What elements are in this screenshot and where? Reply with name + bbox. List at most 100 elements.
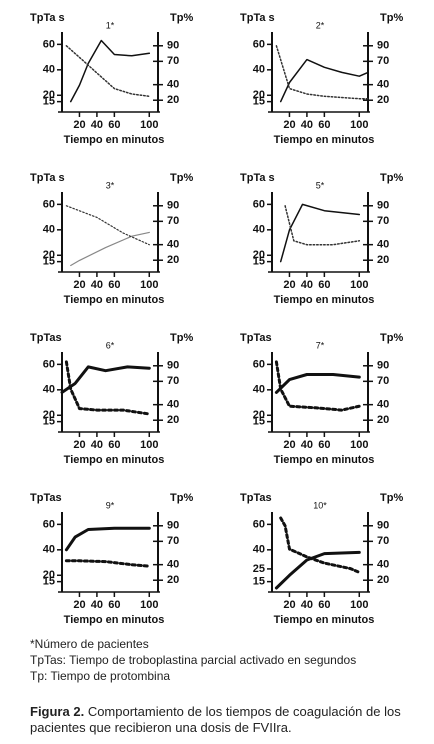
x-tick-label: 60 xyxy=(318,119,330,131)
chart-title: 10* xyxy=(313,500,327,510)
x-axis-label: Tiempo en minutos xyxy=(64,614,165,626)
y-tick-label: 40 xyxy=(43,384,55,396)
x-tick-label: 40 xyxy=(301,439,313,451)
chart-title: 2* xyxy=(316,20,325,30)
x-tick-label: 40 xyxy=(91,119,103,131)
y-tick-label: 60 xyxy=(253,518,265,530)
y-tick-label: 20 xyxy=(43,249,55,261)
y-tick-label: 60 xyxy=(253,38,265,50)
footer: *Número de pacientes TpTas: Tiempo de tr… xyxy=(30,636,420,736)
y-tick-label: 40 xyxy=(253,384,265,396)
note: Tp: Tiempo de protombina xyxy=(30,669,171,683)
y2-tick-label: 40 xyxy=(377,559,389,571)
chart-title: 1* xyxy=(106,20,115,30)
y2-tick-label: 20 xyxy=(167,94,179,106)
x-tick-label: 100 xyxy=(350,279,368,291)
y-tick-label: 20 xyxy=(253,249,265,261)
y-tick-label: 60 xyxy=(43,198,55,210)
y-axis-label: TpTa s xyxy=(240,12,275,24)
y-tick-label: 25 xyxy=(253,563,265,575)
y-tick-label: 60 xyxy=(43,518,55,530)
series-line xyxy=(70,231,150,267)
y2-tick-label: 70 xyxy=(377,55,389,67)
x-tick-label: 100 xyxy=(140,599,158,611)
caption-text: Comportamiento de los tiempos de coagula… xyxy=(30,704,401,735)
x-tick-label: 100 xyxy=(140,119,158,131)
chart-title: 5* xyxy=(316,180,325,190)
y2-axis-label: Tp% xyxy=(170,172,193,184)
y-tick-label: 60 xyxy=(253,198,265,210)
series-line xyxy=(275,45,369,100)
y2-tick-label: 90 xyxy=(167,200,179,212)
series-line xyxy=(279,203,361,263)
y2-axis-label: Tp% xyxy=(170,332,193,344)
series-line xyxy=(64,559,151,568)
y-tick-label: 40 xyxy=(253,64,265,76)
y-tick-label: 60 xyxy=(43,358,55,370)
series-line xyxy=(274,360,361,412)
y-tick-label: 20 xyxy=(43,409,55,421)
x-tick-label: 20 xyxy=(283,599,295,611)
caption-label: Figura 2. xyxy=(30,704,85,719)
chart-title: 7* xyxy=(316,340,325,350)
y2-tick-label: 40 xyxy=(377,239,389,251)
y-tick-label: 15 xyxy=(43,96,55,108)
y2-axis-label: Tp% xyxy=(380,492,403,504)
y2-axis-label: Tp% xyxy=(380,172,403,184)
y-tick-label: 20 xyxy=(253,89,265,101)
y2-tick-label: 70 xyxy=(167,535,179,547)
x-axis-label: Tiempo en minutos xyxy=(274,454,375,466)
y-tick-label: 40 xyxy=(43,64,55,76)
y2-tick-label: 20 xyxy=(167,574,179,586)
x-tick-label: 40 xyxy=(91,279,103,291)
series-line xyxy=(279,516,361,574)
y-axis-label: TpTas xyxy=(240,492,272,504)
y2-tick-label: 40 xyxy=(167,559,179,571)
y2-tick-label: 90 xyxy=(167,40,179,52)
series-line xyxy=(284,205,361,246)
y2-tick-label: 40 xyxy=(167,239,179,251)
y2-tick-label: 70 xyxy=(167,375,179,387)
x-axis-label: Tiempo en minutos xyxy=(64,294,165,306)
y2-axis-label: Tp% xyxy=(170,12,193,24)
y2-tick-label: 70 xyxy=(167,215,179,227)
x-tick-label: 60 xyxy=(108,439,120,451)
y2-tick-label: 70 xyxy=(167,55,179,67)
series-line xyxy=(69,39,151,103)
y-axis-label: TpTa s xyxy=(30,12,65,24)
x-tick-label: 60 xyxy=(108,599,120,611)
y-tick-label: 15 xyxy=(253,256,265,268)
y-tick-label: 15 xyxy=(43,256,55,268)
series-line xyxy=(279,58,369,103)
y-tick-label: 20 xyxy=(43,89,55,101)
caption: Figura 2. Comportamiento de los tiempos … xyxy=(30,704,420,736)
y2-tick-label: 40 xyxy=(377,399,389,411)
x-tick-label: 20 xyxy=(283,119,295,131)
y-tick-label: 60 xyxy=(43,38,55,50)
x-tick-label: 60 xyxy=(108,279,120,291)
series-line xyxy=(60,365,151,394)
y-tick-label: 20 xyxy=(253,409,265,421)
y2-tick-label: 20 xyxy=(377,574,389,586)
y2-tick-label: 20 xyxy=(377,254,389,266)
y-tick-label: 15 xyxy=(253,576,265,588)
series-line xyxy=(65,205,150,246)
y2-tick-label: 20 xyxy=(377,94,389,106)
y2-tick-label: 20 xyxy=(167,414,179,426)
chart-title: 3* xyxy=(106,180,115,190)
x-tick-label: 60 xyxy=(318,279,330,291)
y2-tick-label: 90 xyxy=(377,40,389,52)
x-tick-label: 100 xyxy=(350,599,368,611)
y2-tick-label: 40 xyxy=(377,79,389,91)
y2-tick-label: 90 xyxy=(167,360,179,372)
x-axis-label: Tiempo en minutos xyxy=(64,454,165,466)
y2-tick-label: 40 xyxy=(167,79,179,91)
y-tick-label: 40 xyxy=(253,544,265,556)
x-tick-label: 100 xyxy=(140,439,158,451)
chart-title: 9* xyxy=(106,500,115,510)
x-tick-label: 100 xyxy=(350,439,368,451)
series-line xyxy=(274,373,361,394)
x-axis-label: Tiempo en minutos xyxy=(274,134,375,146)
series-line xyxy=(274,550,361,590)
